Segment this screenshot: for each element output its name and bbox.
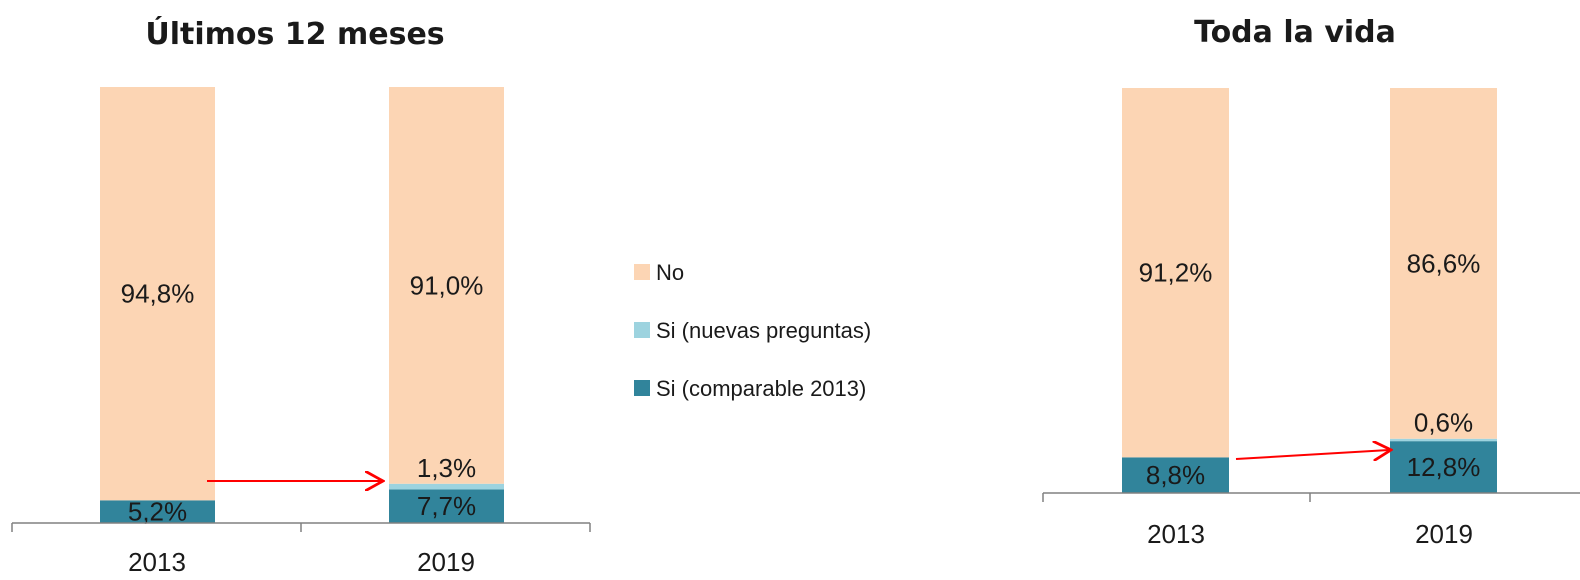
x-tick-label: 2013 [128,547,186,577]
data-label-no-2019: 86,6% [1407,248,1481,278]
x-tick-label: 2013 [1147,519,1205,549]
data-label-si-nuevas-preguntas-2019: 1,3% [417,453,476,483]
legend: No Si (nuevas preguntas) Si (comparable … [634,260,871,401]
legend-swatch-no [634,264,650,280]
bar-group [1122,88,1497,493]
bar-segment-si-nuevas-preguntas-2019 [1390,438,1497,442]
bar-segment-si-comparable-2013-2019 [1390,441,1497,493]
legend-label: No [656,260,684,285]
bar-segment-no-2019 [1390,88,1497,439]
bar-segment-si-nuevas-preguntas-2019 [389,483,504,490]
bar-segment-no-2013 [100,87,215,501]
data-label-si-comparable-2013-2019: 12,8% [1407,452,1481,482]
panel-ultimos-12-meses: Últimos 12 meses 5,2%94,8%7,7%1,3%91,0% … [11,15,591,577]
legend-item-no: No [634,260,684,285]
data-label-group: 8,8% 91,2% 12,8% 0,6% 86,6% [1139,248,1481,490]
bar-segment-no-2013 [1122,88,1229,458]
legend-label: Si (nuevas preguntas) [656,318,871,343]
bar-segment-si-comparable-2013-2013 [1122,457,1229,493]
data-label-si-comparable-2013-2013: 5,2% [128,497,187,527]
legend-item-si-comparable: Si (comparable 2013) [634,376,866,401]
x-tick-label: 2019 [417,547,475,577]
data-label-group: 5,2% 94,8% 7,7% 1,3% 91,0% [121,270,484,526]
panel-toda-la-vida: Toda la vida 8,8% 91,2% 12,8% 0,6% 86,6% 201… [1042,15,1580,549]
data-label-no-2013: 91,2% [1139,258,1213,288]
legend-swatch-si-nuevas [634,322,650,338]
bar-group [100,87,504,523]
legend-swatch-si-comparable [634,380,650,396]
chart-title: Últimos 12 meses [145,15,444,52]
x-axis: 2013 2019 [11,522,591,577]
data-label-no-2019: 91,0% [410,270,484,300]
data-label-no-2013: 94,8% [121,279,195,309]
chart-title: Toda la vida [1194,15,1396,50]
change-arrow [1235,450,1389,459]
bar-segment-si-comparable-2013-2019 [389,489,504,523]
legend-item-si-nuevas: Si (nuevas preguntas) [634,318,871,343]
data-label-si-comparable-2013-2019: 7,7% [417,491,476,521]
legend-label: Si (comparable 2013) [656,376,866,401]
data-label-si-nuevas-preguntas-2019: 0,6% [1414,408,1473,438]
x-tick-label: 2019 [1415,519,1473,549]
x-axis: 2013 2019 [1042,492,1580,549]
bar-segment-no-2019 [389,87,504,484]
data-label-si-comparable-2013-2013: 8,8% [1146,460,1205,490]
bar-segment-si-comparable-2013-2013 [100,500,215,523]
